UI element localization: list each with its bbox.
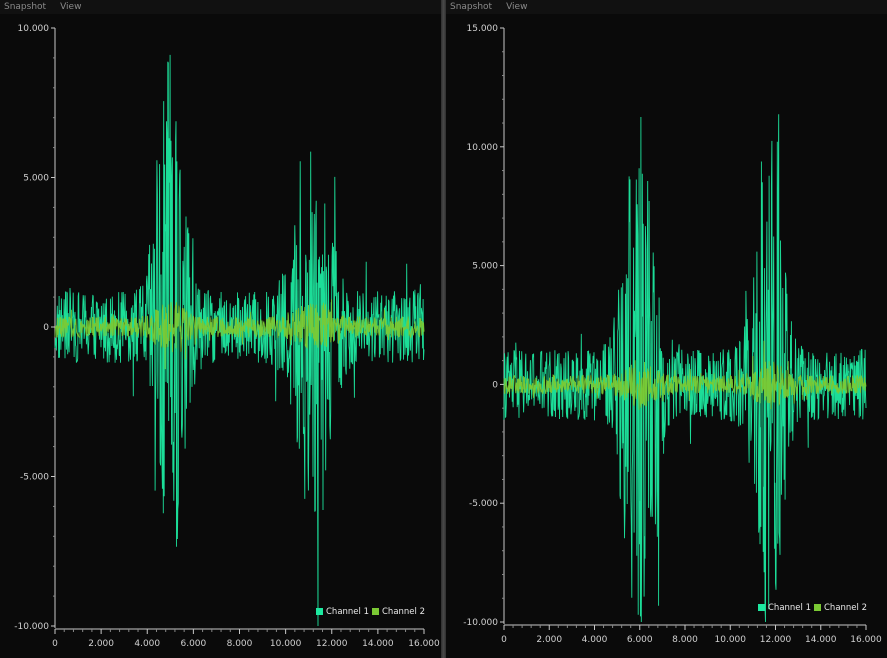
panel-splitter[interactable]	[441, 0, 446, 658]
menu-view[interactable]: View	[60, 2, 82, 12]
legend-entry: Channel 2	[382, 607, 425, 617]
x-tick-label: 14.000	[805, 635, 837, 645]
legend-entry: Channel 1	[326, 607, 369, 617]
x-tick-label: 10.000	[715, 635, 747, 645]
y-tick-label: 10.000	[18, 24, 50, 34]
legend-swatch	[814, 604, 821, 611]
y-tick-label: -5.000	[20, 473, 49, 483]
y-tick-label: 5.000	[472, 262, 498, 272]
y-tick-label: -5.000	[469, 499, 498, 509]
x-tick-label: 14.000	[362, 639, 394, 649]
menu-snapshot[interactable]: Snapshot	[450, 2, 493, 12]
y-tick-label: 10.000	[467, 143, 499, 153]
menu-view[interactable]: View	[506, 2, 528, 12]
x-tick-label: 12.000	[760, 635, 792, 645]
x-tick-label: 0	[52, 639, 58, 649]
menu-bar: Snapshot View	[0, 0, 441, 14]
x-tick-label: 12.000	[316, 639, 348, 649]
x-tick-label: 10.000	[270, 639, 302, 649]
y-tick-label: 0	[492, 380, 498, 390]
x-tick-label: 2.000	[536, 635, 562, 645]
legend-entry: Channel 1	[768, 603, 811, 613]
x-tick-label: 6.000	[180, 639, 206, 649]
legend-swatch	[758, 604, 765, 611]
legend-entry: Channel 2	[824, 603, 867, 613]
series-line-channel-2	[503, 340, 867, 410]
x-tick-label: 8.000	[227, 639, 253, 649]
series-line-channel-1	[503, 114, 867, 623]
x-tick-label: 6.000	[627, 635, 653, 645]
x-tick-label: 0	[501, 635, 507, 645]
legend-swatch	[372, 608, 379, 615]
legend-swatch	[316, 608, 323, 615]
y-tick-label: 5.000	[23, 174, 49, 184]
series-line-channel-2	[54, 299, 425, 370]
y-tick-label: 15.000	[467, 24, 499, 34]
menu-snapshot[interactable]: Snapshot	[4, 2, 47, 12]
x-tick-label: 16.000	[408, 639, 440, 649]
x-tick-label: 4.000	[134, 639, 160, 649]
chart-panel-right: Snapshot View 15.000 10.000 5.000 0 -5.000 -1…	[446, 0, 887, 658]
y-tick-label: -10.000	[463, 618, 498, 628]
y-tick-label: 0	[43, 323, 49, 333]
chart-panel-left: Snapshot View 10.000 5.000 0 -5.000 -10.000 0…	[0, 0, 441, 658]
x-tick-label: 2.000	[88, 639, 114, 649]
series-line-channel-1	[54, 54, 425, 627]
x-tick-label: 4.000	[582, 635, 608, 645]
x-tick-label: 8.000	[672, 635, 698, 645]
y-tick-label: -10.000	[14, 622, 49, 632]
menu-bar: Snapshot View	[446, 0, 887, 14]
x-tick-label: 16.000	[850, 635, 882, 645]
